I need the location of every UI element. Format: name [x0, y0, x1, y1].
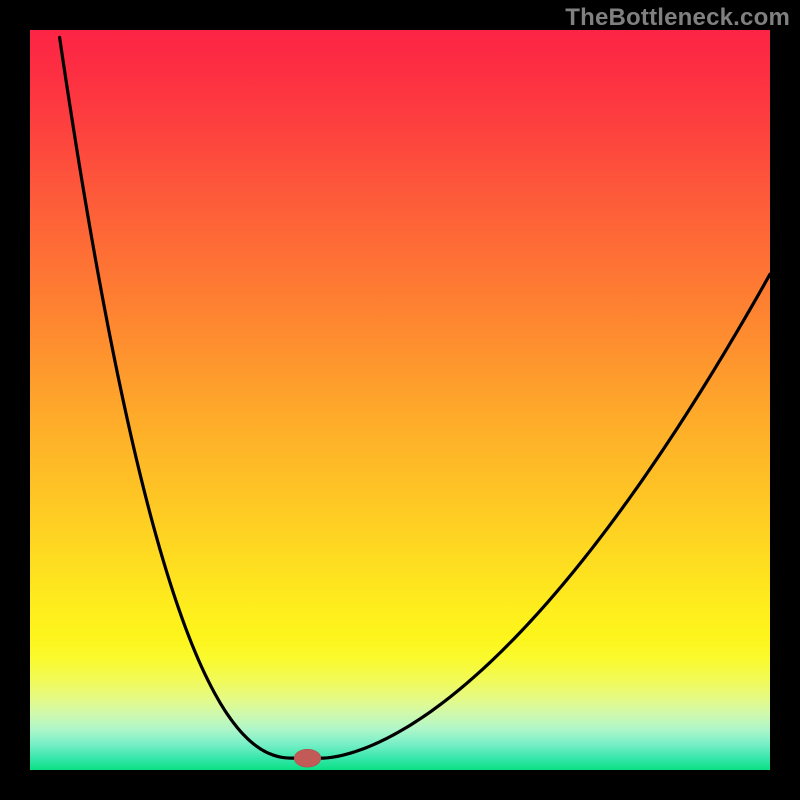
chart-stage: TheBottleneck.com [0, 0, 800, 800]
plot-background [30, 30, 770, 770]
minimum-marker [294, 749, 321, 767]
chart-svg [0, 0, 800, 800]
watermark-text: TheBottleneck.com [565, 4, 790, 32]
